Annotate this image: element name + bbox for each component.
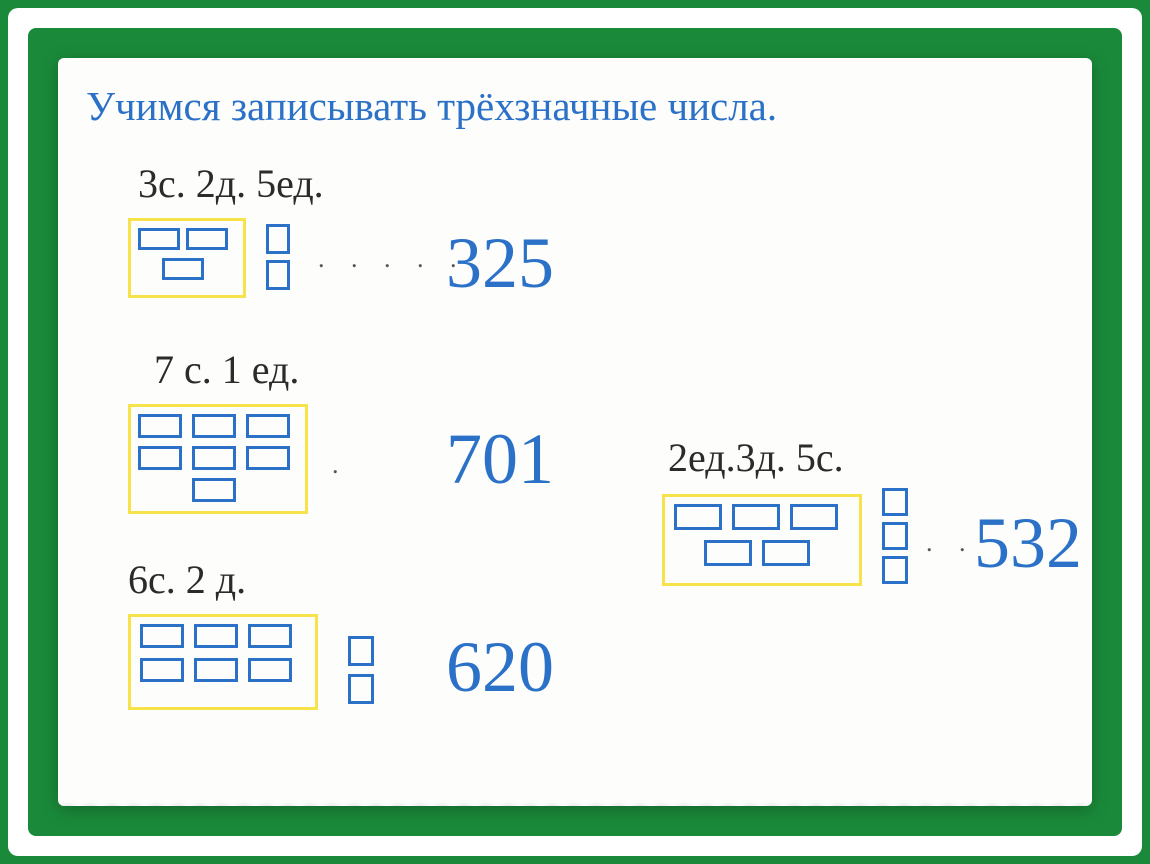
answer-number: 325 <box>446 222 554 305</box>
answer-number: 620 <box>446 626 554 709</box>
units-dots: . . . . . <box>318 244 467 274</box>
paper-sheet: Учимся записывать трёхзначные числа. 3с.… <box>58 58 1092 806</box>
units-dots: . <box>332 450 349 480</box>
problem-label: 3с. 2д. 5ед. <box>138 160 324 207</box>
hundred-rect <box>192 478 236 502</box>
hundred-rect <box>140 624 184 648</box>
hundred-rect <box>246 446 290 470</box>
hundred-rect <box>194 658 238 682</box>
units-dots: . . <box>926 528 976 558</box>
answer-number: 701 <box>446 418 554 501</box>
ten-rect <box>266 260 290 290</box>
hundred-rect <box>138 228 180 250</box>
answer-number: 532 <box>974 502 1082 585</box>
ten-rect <box>348 674 374 704</box>
problem-label: 2ед.3д. 5с. <box>668 434 844 481</box>
hundred-rect <box>192 446 236 470</box>
ten-rect <box>348 636 374 666</box>
hundred-rect <box>140 658 184 682</box>
hundred-rect <box>248 658 292 682</box>
problem-label: 6с. 2 д. <box>128 556 246 603</box>
hundred-rect <box>790 504 838 530</box>
hundred-rect <box>138 414 182 438</box>
ten-rect <box>266 224 290 254</box>
ten-rect <box>882 556 908 584</box>
hundred-rect <box>674 504 722 530</box>
hundred-rect <box>186 228 228 250</box>
hundred-rect <box>248 624 292 648</box>
hundred-rect <box>732 504 780 530</box>
ten-rect <box>882 488 908 516</box>
hundred-rect <box>704 540 752 566</box>
outer-white-frame: Учимся записывать трёхзначные числа. 3с.… <box>8 8 1142 856</box>
content-area: Учимся записывать трёхзначные числа. 3с.… <box>58 58 1092 806</box>
hundred-rect <box>138 446 182 470</box>
page-title: Учимся записывать трёхзначные числа. <box>86 82 1064 130</box>
hundred-rect <box>762 540 810 566</box>
hundred-rect <box>192 414 236 438</box>
problem-label: 7 с. 1 ед. <box>154 346 299 393</box>
hundred-rect <box>194 624 238 648</box>
hundred-rect <box>246 414 290 438</box>
inner-green-frame: Учимся записывать трёхзначные числа. 3с.… <box>28 28 1122 836</box>
ten-rect <box>882 522 908 550</box>
hundred-rect <box>162 258 204 280</box>
